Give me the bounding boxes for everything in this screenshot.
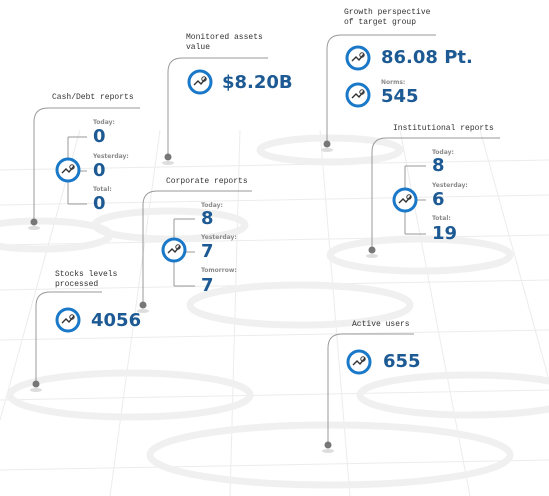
widget-title: of target group xyxy=(344,18,416,27)
widget-title: Institutional reports xyxy=(393,124,494,133)
item-label: Today: xyxy=(93,119,115,126)
pin-shadow xyxy=(321,148,333,152)
pin-shadow xyxy=(30,388,42,392)
icon-ring xyxy=(161,237,187,263)
item-value: 7 xyxy=(201,241,214,262)
pin-line xyxy=(142,190,252,305)
pin-head xyxy=(164,153,172,161)
icon-dot xyxy=(201,76,207,82)
pin-shadow xyxy=(162,161,174,165)
icon-dot xyxy=(69,164,75,170)
icon-dot xyxy=(406,194,412,200)
icon-ring xyxy=(346,349,372,375)
pin-head xyxy=(324,441,332,449)
pin-head xyxy=(368,246,376,254)
widget-title: Monitored assets xyxy=(186,33,263,42)
item-value: 0 xyxy=(93,193,106,214)
pin-line xyxy=(327,333,414,445)
item-label: Yesterday: xyxy=(431,182,468,189)
icon-ring xyxy=(345,45,371,71)
widget-icon xyxy=(55,157,81,183)
widget-icon xyxy=(161,237,187,263)
icon-dot xyxy=(175,244,181,250)
widget-title: Stocks levels xyxy=(55,270,118,279)
pin-line xyxy=(35,291,102,384)
icon-dot xyxy=(359,89,365,95)
pin-head xyxy=(139,301,147,309)
pin-line xyxy=(326,34,436,144)
item-label: Yesterday: xyxy=(200,234,237,241)
item-label: Total: xyxy=(93,186,112,193)
item-label: Today: xyxy=(432,149,454,156)
widget-icon xyxy=(345,45,371,71)
pin-head xyxy=(30,218,38,226)
widget-icon xyxy=(187,69,213,95)
pin-shadow xyxy=(366,254,378,258)
item-value: 86.08 Pt. xyxy=(381,47,473,68)
icon-ring xyxy=(392,187,418,213)
icon-dot xyxy=(359,52,365,58)
item-label: Today: xyxy=(201,202,223,209)
widget-title: Growth perspective xyxy=(344,8,431,17)
widget-title: Corporate reports xyxy=(166,177,248,186)
pin-shadow xyxy=(322,449,334,453)
item-value: 0 xyxy=(93,160,106,181)
pin-head xyxy=(323,140,331,148)
item-value: 6 xyxy=(432,189,445,210)
pin-line xyxy=(33,107,140,222)
pin-head xyxy=(32,380,40,388)
widget-icon xyxy=(345,82,371,108)
icon-ring xyxy=(55,157,81,183)
item-value: 19 xyxy=(432,223,457,244)
widget-icon xyxy=(55,307,81,333)
item-label: Total: xyxy=(432,215,451,222)
pin-line xyxy=(371,137,500,250)
widget-title: Active users xyxy=(352,320,410,329)
item-value: 0 xyxy=(93,126,106,147)
pin-shadow xyxy=(137,309,149,313)
widget-title: value xyxy=(186,43,210,52)
pin-line xyxy=(167,57,268,157)
widget-title: Cash/Debt reports xyxy=(52,93,134,102)
icon-ring xyxy=(187,69,213,95)
item-value: 7 xyxy=(201,275,214,296)
item-label: Norms: xyxy=(381,79,405,86)
item-value: 4056 xyxy=(91,310,141,331)
widget-title: processed xyxy=(55,280,98,289)
widget-icon xyxy=(346,349,372,375)
item-value: 545 xyxy=(381,86,419,107)
icon-ring xyxy=(345,82,371,108)
icon-dot xyxy=(69,314,75,320)
item-value: 8 xyxy=(201,208,214,229)
icon-ring xyxy=(55,307,81,333)
pin-shadow xyxy=(28,226,40,230)
widget-icon xyxy=(392,187,418,213)
item-value: 8 xyxy=(432,155,445,176)
item-label: Yesterday: xyxy=(92,153,129,160)
item-value: 655 xyxy=(383,351,421,372)
icon-dot xyxy=(360,356,366,362)
item-value: $8.20B xyxy=(222,72,293,93)
item-label: Tomorrow: xyxy=(201,267,237,274)
